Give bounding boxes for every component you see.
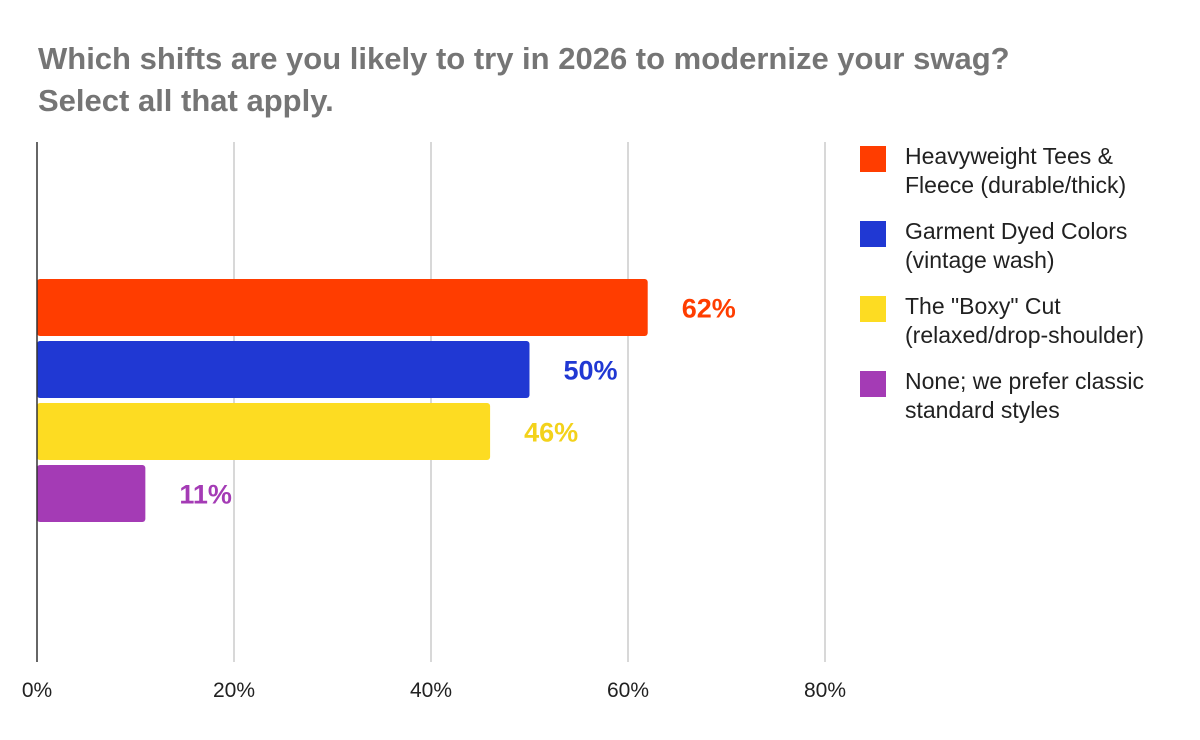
chart-title: Which shifts are you likely to try in 20… <box>38 38 1158 122</box>
chart-title-line: Which shifts are you likely to try in 20… <box>38 41 1010 76</box>
legend-item: Garment Dyed Colors (vintage wash) <box>860 217 1190 275</box>
bar <box>37 341 530 398</box>
legend-item: Heavyweight Tees & Fleece (durable/thick… <box>860 142 1190 200</box>
bar <box>37 465 146 522</box>
data-label: 62% <box>682 294 736 324</box>
legend-label: Heavyweight Tees & Fleece (durable/thick… <box>905 143 1127 198</box>
chart-subtitle: Select all that apply. <box>38 83 334 118</box>
legend-item: None; we prefer classic standard styles <box>860 367 1190 425</box>
legend-swatch <box>860 371 886 397</box>
legend-swatch <box>860 221 886 247</box>
x-tick-label: 80% <box>804 679 846 702</box>
bar <box>37 403 491 460</box>
bar <box>37 279 648 336</box>
chart-legend: Heavyweight Tees & Fleece (durable/thick… <box>860 142 1190 442</box>
legend-swatch <box>860 296 886 322</box>
legend-label: The "Boxy" Cut (relaxed/drop-shoulder) <box>905 293 1145 348</box>
data-label: 46% <box>524 418 578 448</box>
data-label: 11% <box>179 480 232 510</box>
data-label: 50% <box>564 356 618 386</box>
legend-label: None; we prefer classic standard styles <box>905 368 1145 423</box>
x-tick-label: 40% <box>410 679 452 702</box>
legend-item: The "Boxy" Cut (relaxed/drop-shoulder) <box>860 292 1190 350</box>
x-tick-label: 0% <box>22 679 52 702</box>
legend-label: Garment Dyed Colors (vintage wash) <box>905 218 1128 273</box>
x-tick-label: 60% <box>607 679 649 702</box>
legend-swatch <box>860 146 886 172</box>
x-tick-label: 20% <box>213 679 255 702</box>
